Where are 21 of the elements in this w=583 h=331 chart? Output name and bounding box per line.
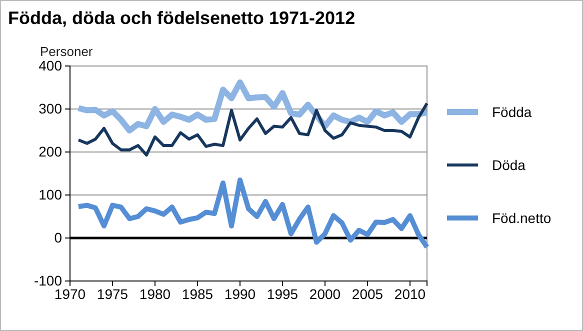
legend-label: Födda [492,104,532,120]
y-tick-label: 300 [38,100,62,116]
y-tick-label: 100 [38,186,62,202]
x-tick-label: 1975 [96,286,128,302]
y-tick-label: 0 [54,229,62,246]
legend-label: Döda [492,157,526,173]
x-tick-label: 2010 [394,286,426,302]
y-tick-label: -100 [34,272,62,288]
x-tick-label: 2000 [309,286,341,302]
y-tick-label: 200 [38,143,62,160]
x-tick-label: 1985 [182,286,214,302]
legend-label: Föd.netto [492,210,552,226]
x-tick-label: 1980 [139,286,171,302]
x-tick-label: 1990 [224,286,256,302]
x-tick-label: 1970 [54,286,86,302]
y-tick-label: 400 [38,57,62,74]
line-series [77,102,428,157]
x-tick-label: 2005 [352,286,384,302]
x-tick-label: 1995 [266,286,298,302]
chart-title: Födda, döda och födelsenetto 1971-2012 [8,8,356,28]
y-axis-title: Personer [40,44,94,59]
